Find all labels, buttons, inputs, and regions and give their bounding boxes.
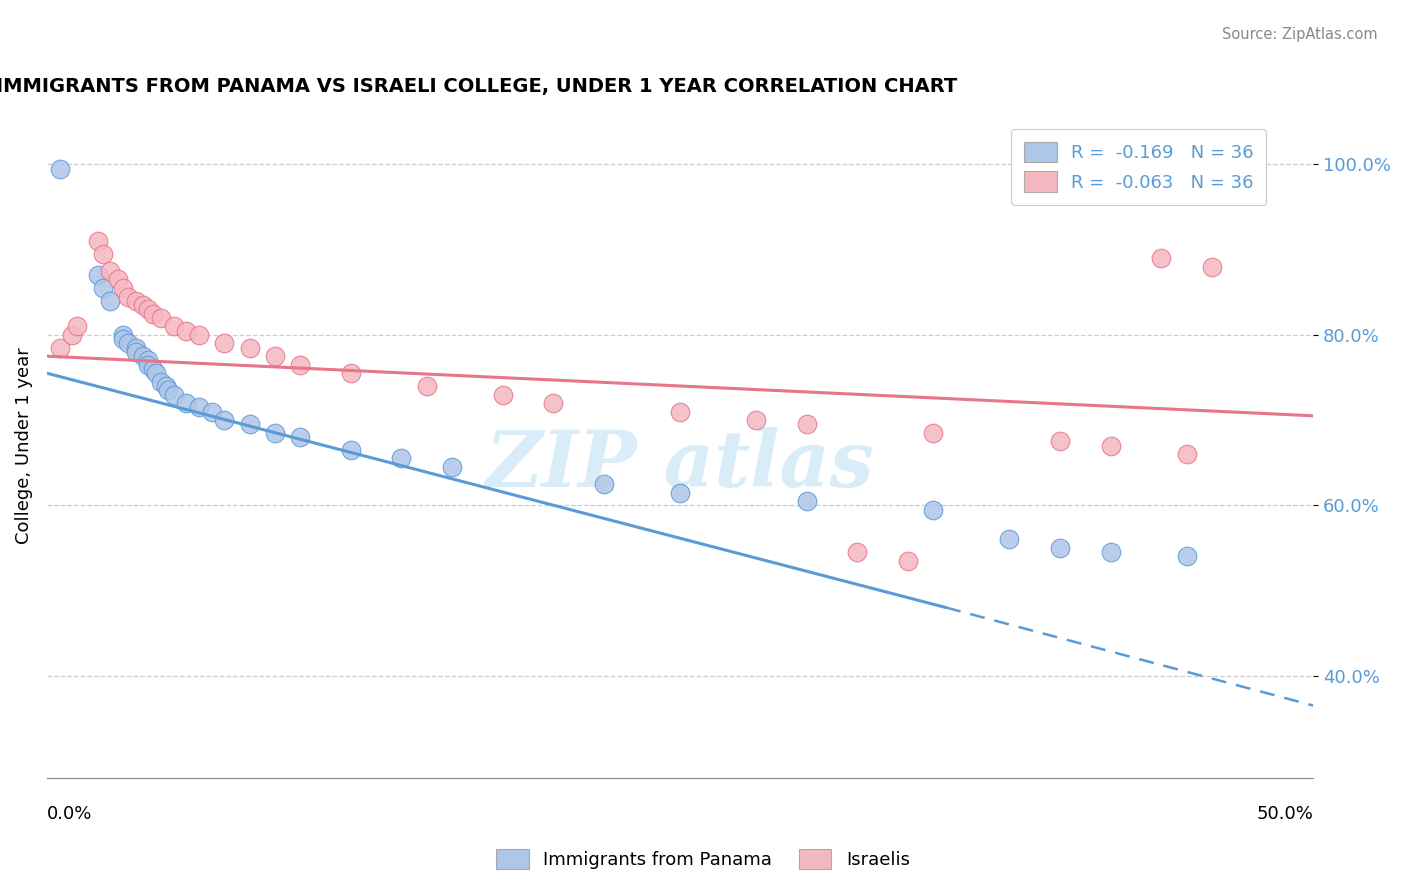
Point [86,268,108,283]
Text: 50.0%: 50.0% [1257,805,1313,822]
Point [149,375,172,389]
Point [593,477,616,491]
Point [117,289,139,303]
Text: ZIP atlas: ZIP atlas [485,427,875,504]
Point [124,345,146,359]
Point [922,425,945,440]
Point [238,417,260,432]
Point [132,349,155,363]
Point [1150,251,1173,265]
Point [1175,447,1198,461]
Point [117,336,139,351]
Point [846,545,869,559]
Point [922,502,945,516]
Legend: Immigrants from Panama, Israelis: Immigrants from Panama, Israelis [486,839,920,879]
Y-axis label: College, Under 1 year: College, Under 1 year [15,347,32,544]
Point [60,327,83,342]
Point [187,401,209,415]
Point [340,442,363,457]
Point [391,451,413,466]
Point [288,430,311,444]
Point [145,366,167,380]
Point [142,307,165,321]
Point [745,413,768,427]
Point [136,302,159,317]
Point [66,319,89,334]
Point [200,404,222,418]
Point [48,341,70,355]
Point [111,332,134,346]
Point [441,459,464,474]
Point [187,327,209,342]
Point [86,234,108,248]
Point [98,293,121,308]
Point [263,425,285,440]
Point [288,358,311,372]
Point [155,379,177,393]
Point [796,494,818,508]
Point [149,310,172,325]
Point [124,293,146,308]
Point [212,336,235,351]
Legend: R =  -0.169   N = 36, R =  -0.063   N = 36: R = -0.169 N = 36, R = -0.063 N = 36 [1011,129,1267,205]
Point [1099,545,1122,559]
Point [669,485,692,500]
Point [107,272,129,286]
Point [796,417,818,432]
Point [136,358,159,372]
Point [1175,549,1198,564]
Point [162,319,184,334]
Point [416,379,439,393]
Point [263,349,285,363]
Point [91,281,114,295]
Text: Source: ZipAtlas.com: Source: ZipAtlas.com [1222,27,1378,42]
Point [111,327,134,342]
Point [1201,260,1223,274]
Point [111,281,134,295]
Point [157,383,180,397]
Point [174,324,197,338]
Point [124,341,146,355]
Point [212,413,235,427]
Text: 0.0%: 0.0% [46,805,93,822]
Point [174,396,197,410]
Point [340,366,363,380]
Point [1049,434,1071,449]
Point [136,353,159,368]
Point [492,387,515,401]
Point [132,298,155,312]
Point [1099,439,1122,453]
Point [142,362,165,376]
Point [998,533,1021,547]
Point [669,404,692,418]
Point [48,161,70,176]
Point [238,341,260,355]
Point [1049,541,1071,555]
Point [162,387,184,401]
Point [98,264,121,278]
Point [897,554,920,568]
Point [91,247,114,261]
Text: IMMIGRANTS FROM PANAMA VS ISRAELI COLLEGE, UNDER 1 YEAR CORRELATION CHART: IMMIGRANTS FROM PANAMA VS ISRAELI COLLEG… [0,78,957,96]
Point [543,396,565,410]
